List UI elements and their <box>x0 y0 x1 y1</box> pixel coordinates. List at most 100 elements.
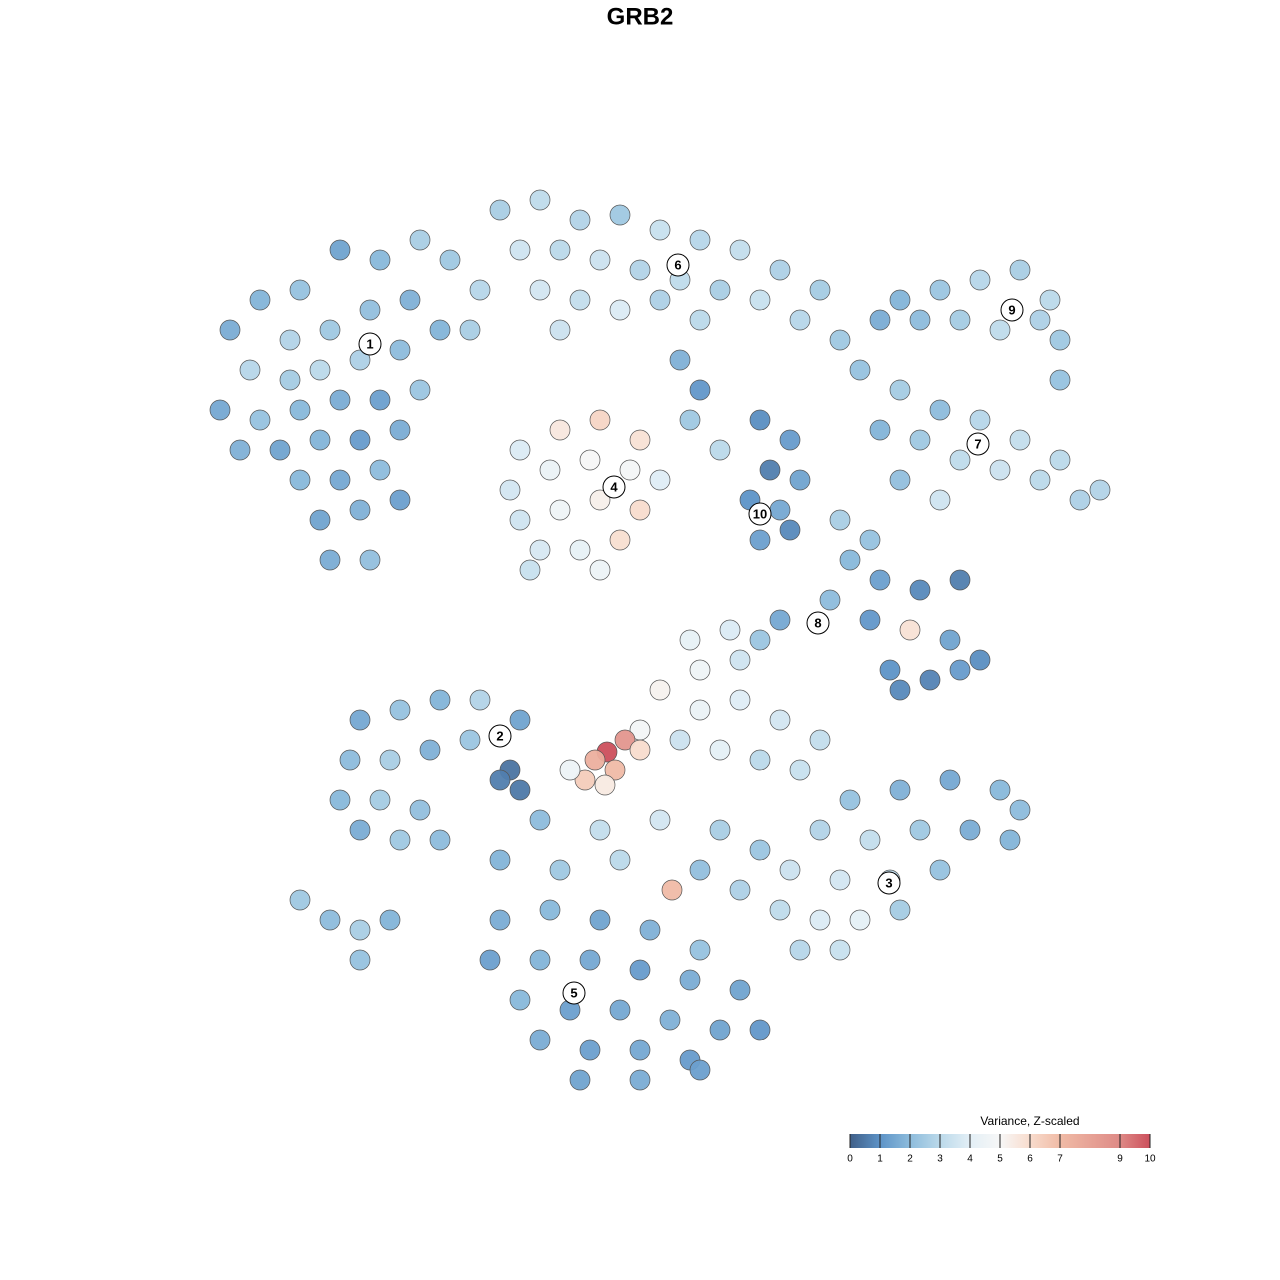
cluster-label-badge <box>602 475 626 499</box>
point <box>1009 429 1031 451</box>
point <box>629 1039 651 1061</box>
colorbar-tick-label: 5 <box>997 1154 1003 1165</box>
point <box>289 889 311 911</box>
point <box>439 249 461 271</box>
point <box>499 479 521 501</box>
point <box>859 529 881 551</box>
point <box>889 899 911 921</box>
point <box>519 559 541 581</box>
point <box>789 759 811 781</box>
point <box>579 1039 601 1061</box>
point <box>769 499 791 521</box>
point <box>849 359 871 381</box>
point <box>429 319 451 341</box>
point <box>349 819 371 841</box>
cluster-label: 4 <box>610 479 618 494</box>
point <box>829 329 851 351</box>
point <box>1009 259 1031 281</box>
cluster-label: 10 <box>753 506 767 521</box>
point <box>689 309 711 331</box>
point <box>689 229 711 251</box>
point <box>229 439 251 461</box>
point <box>589 409 611 431</box>
point <box>689 379 711 401</box>
point <box>309 429 331 451</box>
point <box>489 199 511 221</box>
point <box>469 689 491 711</box>
point <box>849 909 871 931</box>
point <box>559 759 581 781</box>
point <box>549 419 571 441</box>
point <box>649 809 671 831</box>
colorbar-tick-label: 4 <box>967 1154 973 1165</box>
point <box>1069 489 1091 511</box>
point <box>869 569 891 591</box>
point <box>509 239 531 261</box>
point <box>809 819 831 841</box>
point <box>689 859 711 881</box>
point <box>1089 479 1111 501</box>
point <box>949 449 971 471</box>
point <box>289 469 311 491</box>
point <box>349 499 371 521</box>
point <box>689 939 711 961</box>
point <box>574 769 596 791</box>
point <box>749 839 771 861</box>
point <box>409 379 431 401</box>
colorbar-tick-label: 2 <box>907 1154 913 1165</box>
point <box>309 509 331 531</box>
point <box>789 309 811 331</box>
point <box>1009 799 1031 821</box>
point <box>1029 469 1051 491</box>
point <box>749 629 771 651</box>
point <box>629 429 651 451</box>
point <box>369 389 391 411</box>
point <box>589 819 611 841</box>
point <box>609 529 631 551</box>
point <box>729 239 751 261</box>
cluster-label: 1 <box>366 336 373 351</box>
point <box>859 609 881 631</box>
point <box>349 919 371 941</box>
point <box>889 379 911 401</box>
cluster-label-badge <box>488 724 512 748</box>
point <box>649 219 671 241</box>
point <box>469 279 491 301</box>
point <box>679 409 701 431</box>
point <box>489 849 511 871</box>
point <box>689 659 711 681</box>
point <box>569 289 591 311</box>
point <box>609 204 631 226</box>
cluster-labels: 1 2 3 4 5 6 7 8 9 10 <box>358 253 1024 1005</box>
point <box>999 829 1021 851</box>
point <box>629 499 651 521</box>
point <box>929 859 951 881</box>
point <box>879 659 901 681</box>
colorbar-tick-label: 0 <box>847 1154 853 1165</box>
point <box>629 1069 651 1091</box>
point <box>839 789 861 811</box>
point <box>949 659 971 681</box>
point <box>769 609 791 631</box>
point <box>749 409 771 431</box>
points <box>209 189 1111 1091</box>
colorbar-tick-label: 7 <box>1057 1154 1063 1165</box>
point <box>909 309 931 331</box>
point <box>589 559 611 581</box>
point <box>549 499 571 521</box>
point <box>589 909 611 931</box>
point <box>969 409 991 431</box>
cluster-label: 3 <box>885 875 892 890</box>
point <box>429 829 451 851</box>
point <box>1049 449 1071 471</box>
point <box>989 459 1011 481</box>
point <box>459 729 481 751</box>
colorbar-title: Variance, Z-scaled <box>980 1114 1079 1128</box>
point <box>584 749 606 771</box>
point <box>939 629 961 651</box>
cluster-label: 2 <box>496 728 503 743</box>
point <box>679 629 701 651</box>
point <box>319 909 341 931</box>
cluster-label: 6 <box>674 257 681 272</box>
